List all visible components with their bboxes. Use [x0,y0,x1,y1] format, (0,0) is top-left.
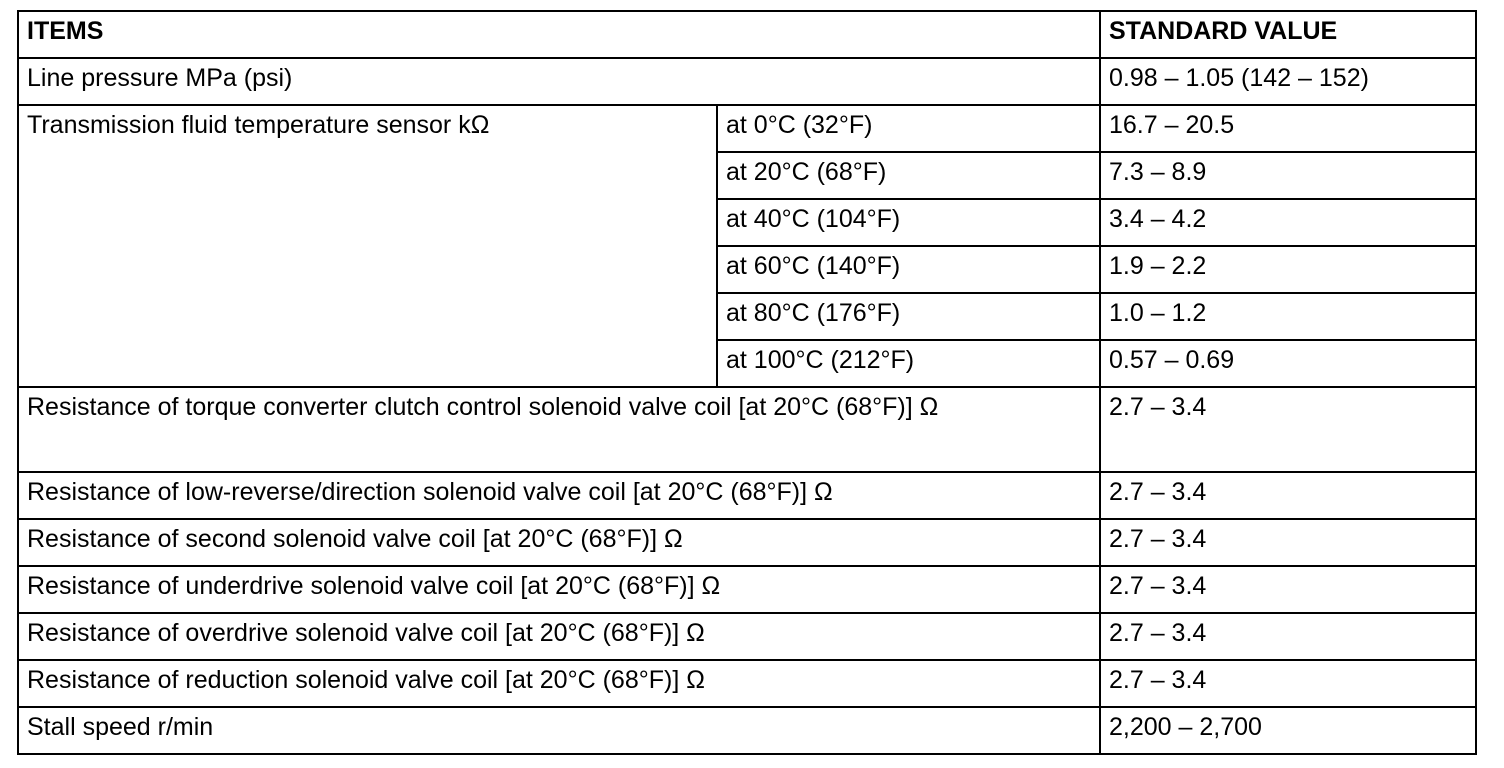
table-row: at 20°C (68°F) 7.3 – 8.9 [18,151,1477,200]
value-cell: 16.7 – 20.5 [1099,104,1477,153]
value-cell: 2.7 – 3.4 [1099,471,1477,520]
condition-cell: at 20°C (68°F) [716,151,1101,200]
table-row: Stall speed r/min 2,200 – 2,700 [17,706,1477,755]
table-row: ITEMS STANDARD VALUE [17,10,1477,59]
table-row: at 60°C (140°F) 1.9 – 2.2 [18,245,1477,294]
item-cell: Transmission fluid temperature sensor kΩ [17,104,718,388]
value-cell: 2.7 – 3.4 [1099,386,1477,473]
table-row: Transmission fluid temperature sensor kΩ… [17,104,1477,388]
table-row: Resistance of overdrive solenoid valve c… [17,612,1477,661]
value-cell: 1.0 – 1.2 [1099,292,1477,341]
table-row: Resistance of low-reverse/direction sole… [17,471,1477,520]
item-cell: Line pressure MPa (psi) [17,57,1101,106]
item-cell: Resistance of overdrive solenoid valve c… [17,612,1101,661]
value-cell: 3.4 – 4.2 [1099,198,1477,247]
header-cell: STANDARD VALUE [1099,10,1477,59]
value-cell: 0.98 – 1.05 (142 – 152) [1099,57,1477,106]
condition-cell: at 40°C (104°F) [716,198,1101,247]
value-cell: 2.7 – 3.4 [1099,659,1477,708]
value-cell: 2.7 – 3.4 [1099,612,1477,661]
item-cell: Resistance of torque converter clutch co… [17,386,1101,473]
table-row: Line pressure MPa (psi) 0.98 – 1.05 (142 … [17,57,1477,106]
table-row: Resistance of second solenoid valve coil… [17,518,1477,567]
item-cell: Resistance of second solenoid valve coil… [17,518,1101,567]
condition-cell: at 0°C (32°F) [716,104,1101,153]
value-cell: 1.9 – 2.2 [1099,245,1477,294]
item-cell: Resistance of reduction solenoid valve c… [17,659,1101,708]
header-cell: ITEMS [17,10,1101,59]
table-row: at 80°C (176°F) 1.0 – 1.2 [18,292,1477,341]
condition-cell: at 100°C (212°F) [716,339,1101,388]
item-cell: Resistance of low-reverse/direction sole… [17,471,1101,520]
table-row: at 100°C (212°F) 0.57 – 0.69 [18,339,1477,388]
value-cell: 2.7 – 3.4 [1099,518,1477,567]
item-cell: Resistance of underdrive solenoid valve … [17,565,1101,614]
value-cell: 2.7 – 3.4 [1099,565,1477,614]
value-cell: 2,200 – 2,700 [1099,706,1477,755]
spec-table: ITEMS STANDARD VALUE Line pressure MPa (ps… [17,10,1477,755]
table-row: Resistance of torque converter clutch co… [17,386,1477,473]
table-row: at 40°C (104°F) 3.4 – 4.2 [18,198,1477,247]
condition-cell: at 60°C (140°F) [716,245,1101,294]
item-cell: Stall speed r/min [17,706,1101,755]
value-cell: 7.3 – 8.9 [1099,151,1477,200]
table-row: Resistance of reduction solenoid valve c… [17,659,1477,708]
condition-cell: at 80°C (176°F) [716,292,1101,341]
value-cell: 0.57 – 0.69 [1099,339,1477,388]
table-row: Resistance of underdrive solenoid valve … [17,565,1477,614]
